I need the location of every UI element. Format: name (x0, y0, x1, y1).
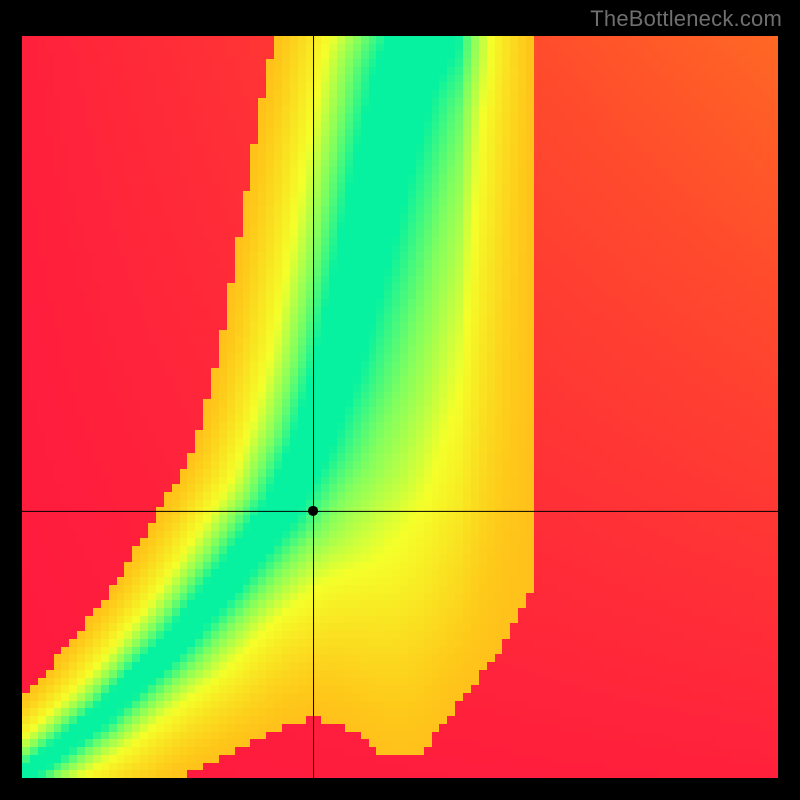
chart-container: TheBottleneck.com (0, 0, 800, 800)
heatmap-plot (22, 36, 778, 778)
watermark-text: TheBottleneck.com (590, 6, 782, 32)
heatmap-canvas (22, 36, 778, 778)
